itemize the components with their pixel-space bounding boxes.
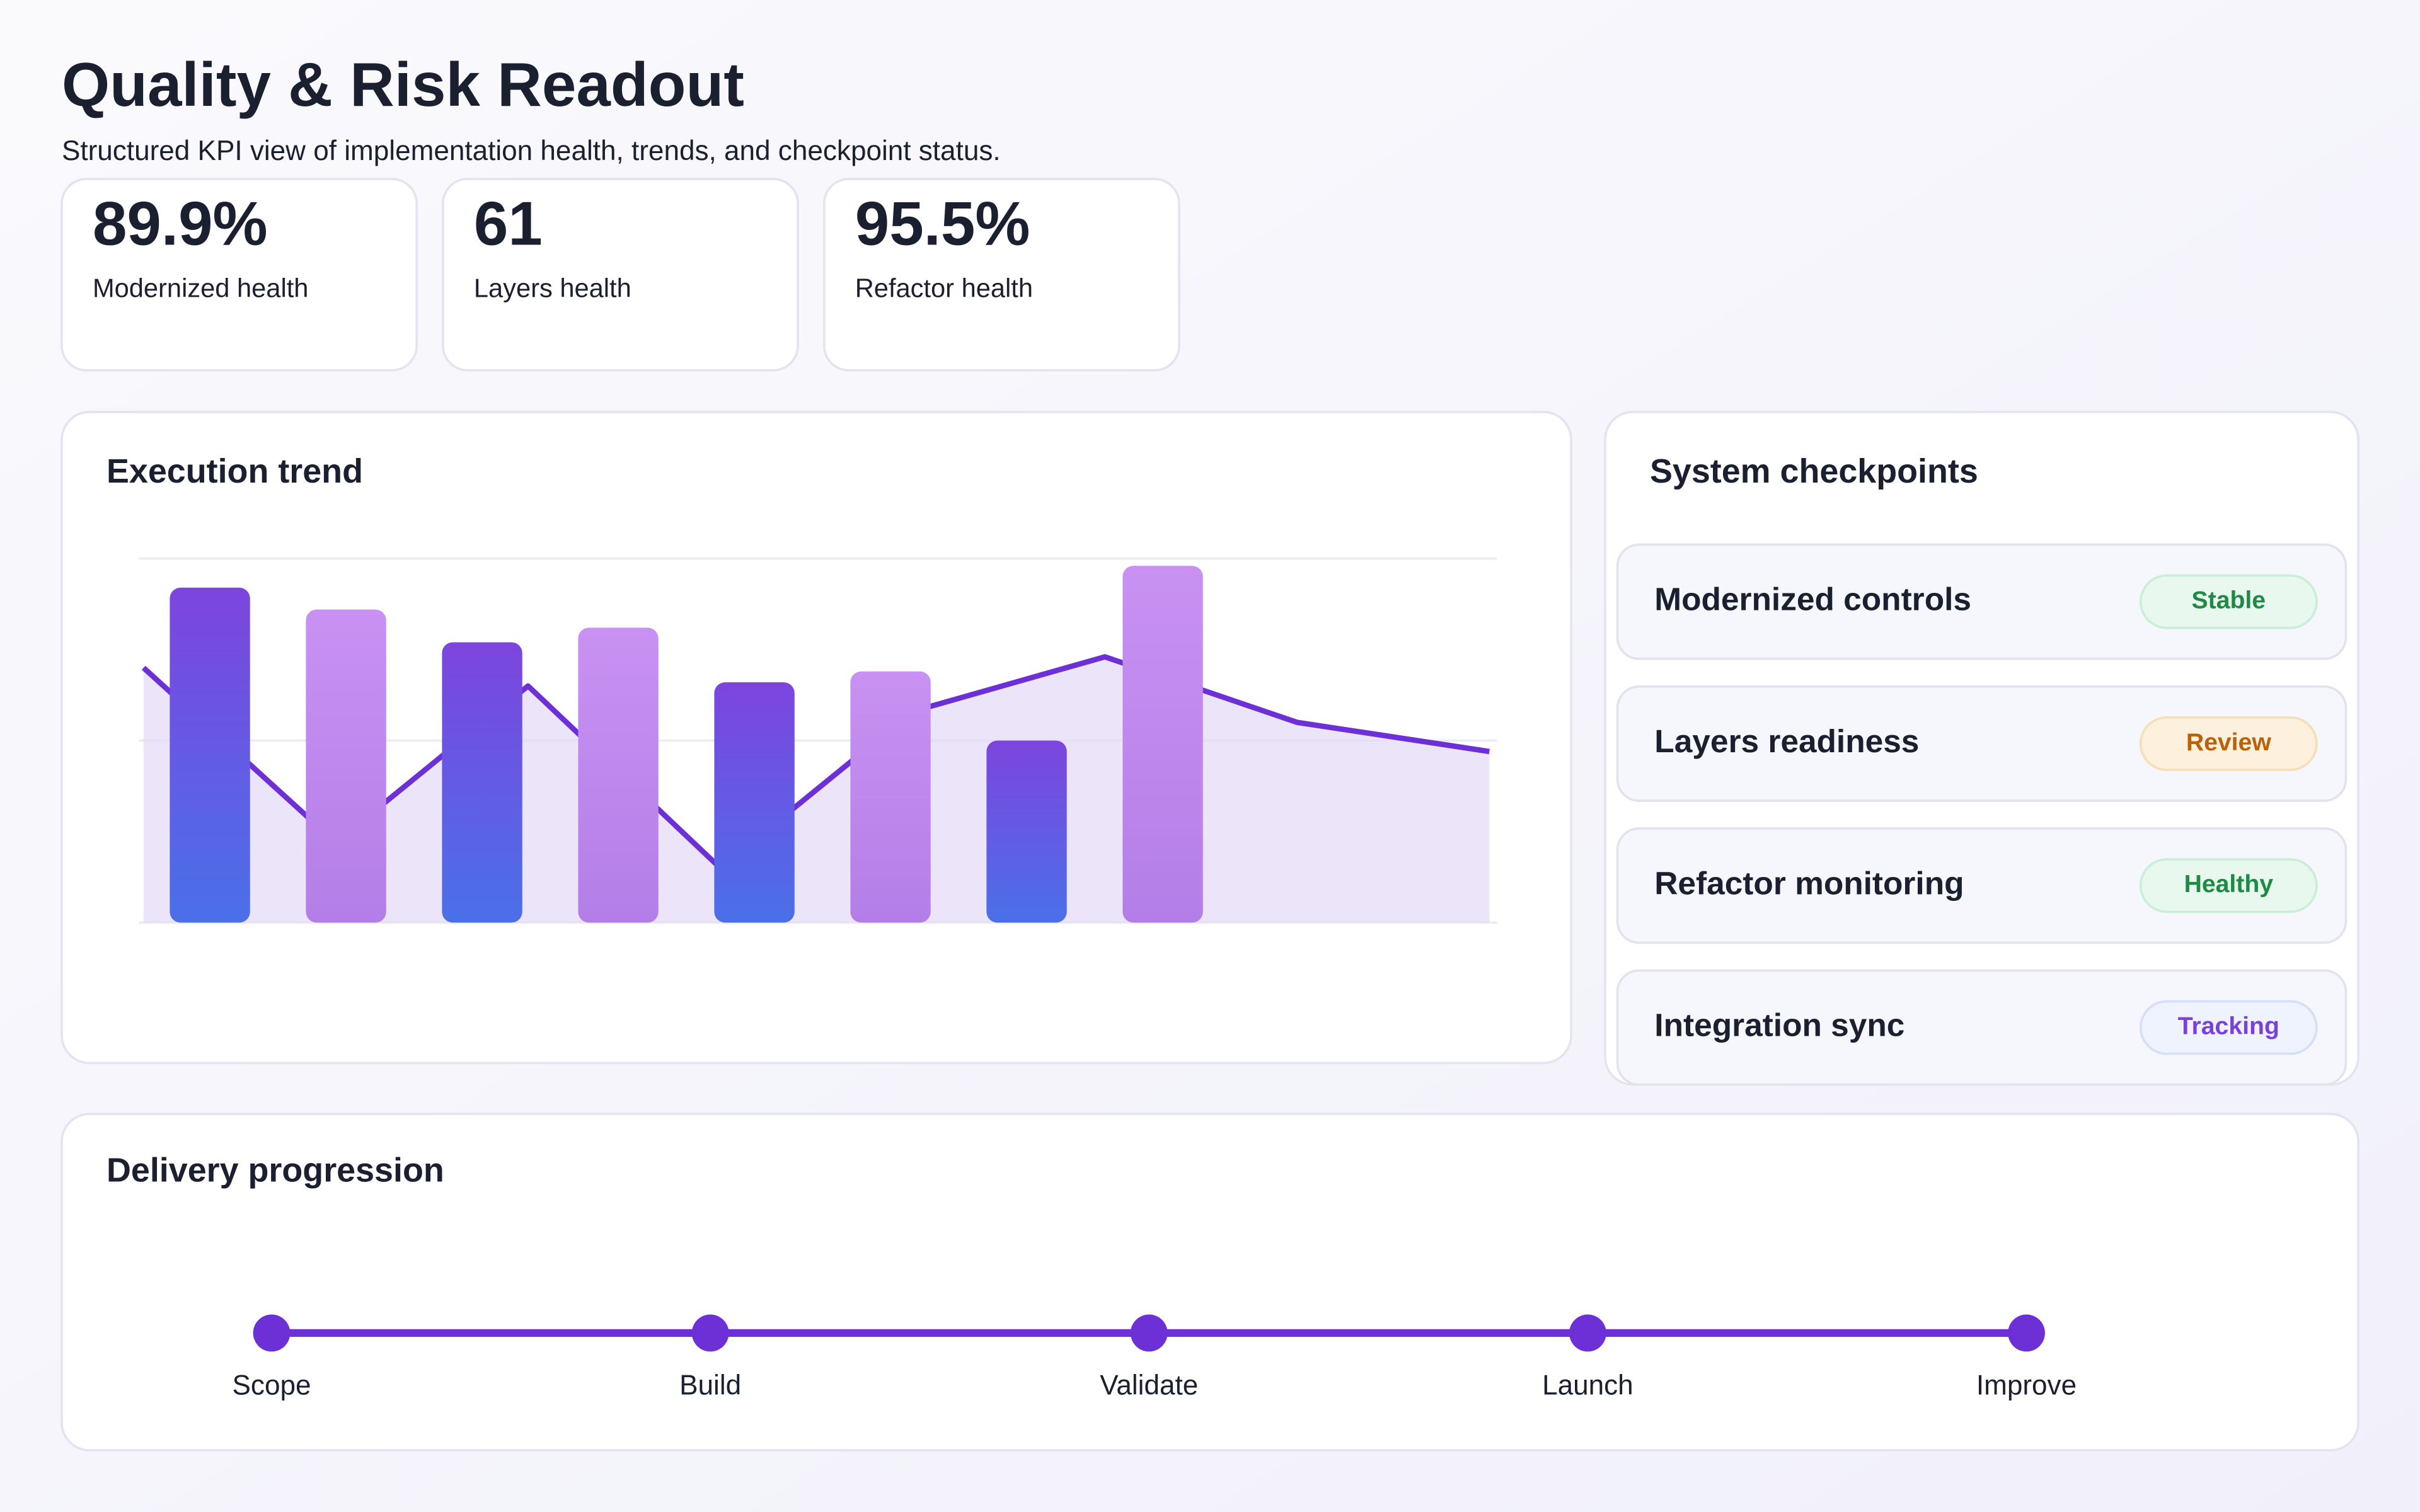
badge-text: Review	[2186, 729, 2272, 756]
bar	[714, 682, 795, 923]
kpi-value: 89.9%	[93, 188, 268, 258]
bar	[850, 671, 931, 923]
checkpoint-name: Layers readiness	[1654, 723, 1919, 759]
step-label: Improve	[1976, 1370, 2077, 1400]
panel-title: Delivery progression	[107, 1151, 444, 1189]
kpi-label: Layers health	[474, 273, 631, 302]
checkpoint-name: Integration sync	[1654, 1007, 1904, 1043]
status-badge: Review	[2139, 716, 2318, 771]
badge-bg	[2139, 716, 2318, 771]
step-label: Build	[679, 1370, 741, 1400]
status-badge: Healthy	[2139, 858, 2318, 914]
panel-title: System checkpoints	[1650, 452, 1978, 490]
badge-text: Tracking	[2178, 1012, 2279, 1040]
bar	[306, 609, 386, 923]
bar	[578, 627, 659, 923]
step-dot	[1130, 1314, 1168, 1352]
bar	[442, 642, 522, 923]
badge-text: Healthy	[2184, 871, 2274, 898]
checkpoint-name: Refactor monitoring	[1654, 864, 1964, 901]
status-badge: Tracking	[2139, 1000, 2318, 1055]
step-dot	[691, 1314, 729, 1352]
step-label: Launch	[1542, 1370, 1634, 1400]
bar	[1122, 566, 1203, 923]
checkpoint-row	[1616, 685, 2348, 802]
checkpoint-row	[1616, 543, 2348, 660]
bar	[986, 740, 1067, 923]
step-dot	[253, 1314, 291, 1352]
badge-bg	[2139, 858, 2318, 914]
badge-bg	[2139, 574, 2318, 629]
checkpoint-row	[1616, 969, 2348, 1086]
step-dot	[1569, 1314, 1606, 1352]
kpi-value: 95.5%	[855, 188, 1030, 258]
progression-card	[60, 1113, 2360, 1452]
kpi-card	[60, 178, 418, 372]
kpi-value: 61	[474, 188, 543, 258]
page-subtitle: Structured KPI view of implementation he…	[62, 135, 1001, 166]
checkpoint-name: Modernized controls	[1654, 581, 1971, 617]
status-badge: Stable	[2139, 574, 2318, 629]
step-label: Validate	[1100, 1370, 1198, 1400]
kpi-card	[822, 178, 1180, 372]
badge-bg	[2139, 1000, 2318, 1055]
badge-text: Stable	[2192, 587, 2266, 614]
checkpoint-row	[1616, 827, 2348, 944]
panel-title: Execution trend	[107, 452, 363, 490]
bar	[170, 587, 250, 923]
page-title: Quality & Risk Readout	[62, 50, 744, 119]
kpi-card	[442, 178, 799, 372]
kpi-label: Refactor health	[855, 273, 1033, 302]
kpi-label: Modernized health	[93, 273, 308, 302]
step-dot	[2008, 1314, 2045, 1352]
step-label: Scope	[233, 1370, 311, 1400]
